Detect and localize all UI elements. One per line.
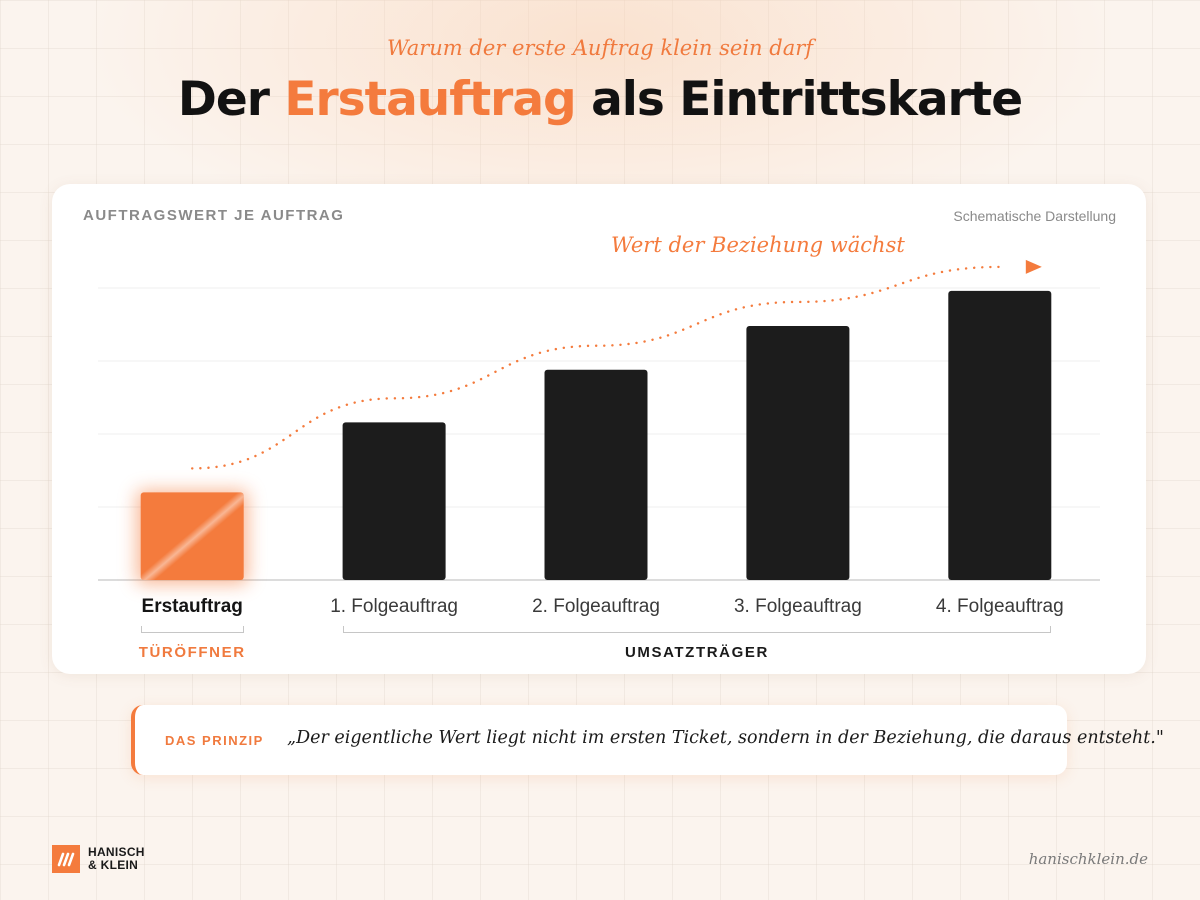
logo-line-1: HANISCH [88,845,145,859]
bar-4 [948,290,1052,580]
trend-arrow-icon [1025,259,1042,274]
title-post: als Eintrittskarte [575,72,1023,127]
tick-label-3: 3. Folgeauftrag [734,596,862,617]
chart-note: Schematische Darstellung [953,208,1116,224]
trend-line [191,265,1001,470]
principle-callout: DAS PRINZIP „Der eigentliche Wert liegt … [131,705,1164,775]
chart-label: AUFTRAGSWERT JE AUFTRAG [83,207,345,224]
tick-label-4: 4. Folgeauftrag [936,596,1064,617]
page-title: Der Erstauftrag als Eintrittskarte [0,72,1200,127]
tick-label-2: 2. Folgeauftrag [532,596,660,617]
group-label-1: UMSATZTRÄGER [624,644,769,661]
principle-quote: „Der eigentliche Wert liegt nicht im ers… [287,728,1164,748]
bar-2 [544,369,648,580]
tick-label-1: 1. Folgeauftrag [330,596,458,617]
tick-label-0: Erstauftrag [142,596,243,617]
logo-text: HANISCH & KLEIN [88,846,145,872]
trend-label: Wert der Beziehung wächst [611,233,905,257]
site-url[interactable]: hanischklein.de [1028,850,1148,868]
group-bracket-0 [140,626,244,633]
bar-1 [342,422,446,580]
title-pre: Der [177,72,285,127]
group-label-0: TÜRÖFFNER [138,644,246,661]
bar-3 [746,325,850,580]
logo-mark-icon [52,845,80,873]
title-accent: Erstauftrag [284,72,576,127]
group-bracket-1 [342,626,1052,633]
principle-tag: DAS PRINZIP [165,733,264,748]
eyebrow: Warum der erste Auftrag klein sein darf [386,36,814,60]
logo-line-2: & KLEIN [88,858,139,872]
highlight-bar-sheen [140,492,244,580]
